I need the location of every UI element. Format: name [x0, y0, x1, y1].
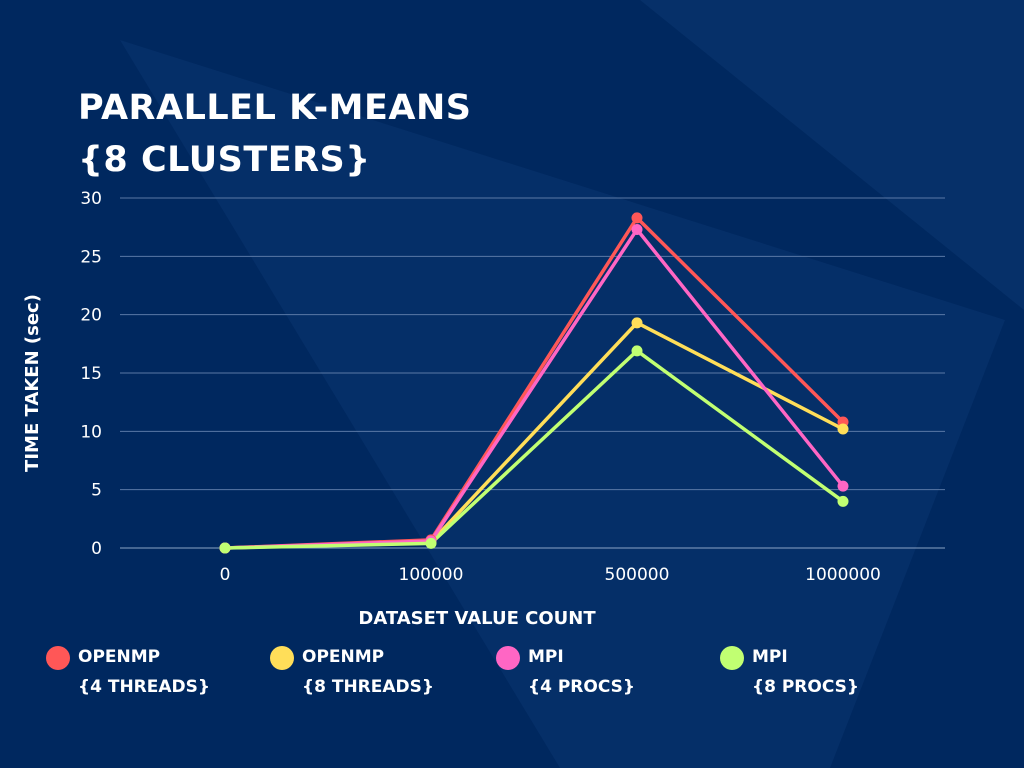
legend-label-line: {8 PROCS} — [752, 677, 859, 697]
y-tick-label: 15 — [80, 364, 102, 384]
series-points — [219, 212, 849, 554]
legend-swatch-mpi-8 — [720, 646, 744, 670]
legend-label-line: {4 PROCS} — [528, 677, 635, 697]
chart-title-line-1: PARALLEL K-MEANS — [78, 88, 472, 128]
y-axis-label: TIME TAKEN (sec) — [22, 294, 43, 472]
legend-label-line: {4 THREADS} — [78, 677, 210, 697]
legend-label-line: OPENMP — [302, 647, 385, 667]
y-tick-label: 20 — [80, 306, 102, 326]
data-point-mpi_8 — [425, 537, 437, 549]
y-tick-label: 10 — [80, 422, 102, 442]
legend-label-line: {8 THREADS} — [302, 677, 434, 697]
legend-label-line: OPENMP — [78, 647, 161, 667]
chart-title: PARALLEL K-MEANS {8 CLUSTERS} — [78, 82, 472, 186]
data-point-openmp_4 — [631, 212, 643, 224]
legend-label-line: MPI — [752, 647, 788, 667]
x-axis-label: DATASET VALUE COUNT — [358, 608, 596, 629]
legend-label-mpi-4: MPI {4 PROCS} — [528, 642, 635, 702]
legend-label-line: MPI — [528, 647, 564, 667]
grid-lines — [120, 197, 945, 549]
data-point-mpi_4 — [837, 480, 849, 492]
y-tick-label: 25 — [80, 247, 102, 267]
data-point-mpi_8 — [631, 345, 643, 357]
legend-swatch-mpi-4 — [496, 646, 520, 670]
y-tick-label: 0 — [91, 539, 102, 559]
data-point-openmp_8 — [631, 317, 643, 329]
legend-swatch-openmp-4 — [46, 646, 70, 670]
data-point-mpi_8 — [837, 495, 849, 507]
series-line-mpi_4 — [223, 227, 845, 550]
x-axis-ticks: 0 100000 500000 1000000 — [220, 565, 881, 585]
x-tick-label: 1000000 — [805, 565, 881, 585]
legend-label-mpi-8: MPI {8 PROCS} — [752, 642, 859, 702]
series-line-mpi_8 — [223, 349, 845, 550]
y-tick-label: 5 — [91, 481, 102, 501]
x-tick-label: 100000 — [399, 565, 464, 585]
data-point-mpi_8 — [219, 542, 231, 554]
line-chart: 0 5 10 15 20 25 30 0 100000 500000 1000000 TIME T… — [22, 189, 945, 629]
series-lines — [223, 216, 845, 550]
x-tick-label: 500000 — [605, 565, 670, 585]
y-tick-label: 30 — [80, 189, 102, 209]
legend-label-openmp-4: OPENMP {4 THREADS} — [78, 642, 210, 702]
y-axis-ticks: 0 5 10 15 20 25 30 — [80, 189, 102, 559]
legend-label-openmp-8: OPENMP {8 THREADS} — [302, 642, 434, 702]
x-tick-label: 0 — [220, 565, 231, 585]
legend-swatch-openmp-8 — [270, 646, 294, 670]
data-point-mpi_4 — [631, 224, 643, 235]
data-point-openmp_8 — [837, 423, 849, 435]
chart-title-line-2: {8 CLUSTERS} — [78, 140, 371, 180]
